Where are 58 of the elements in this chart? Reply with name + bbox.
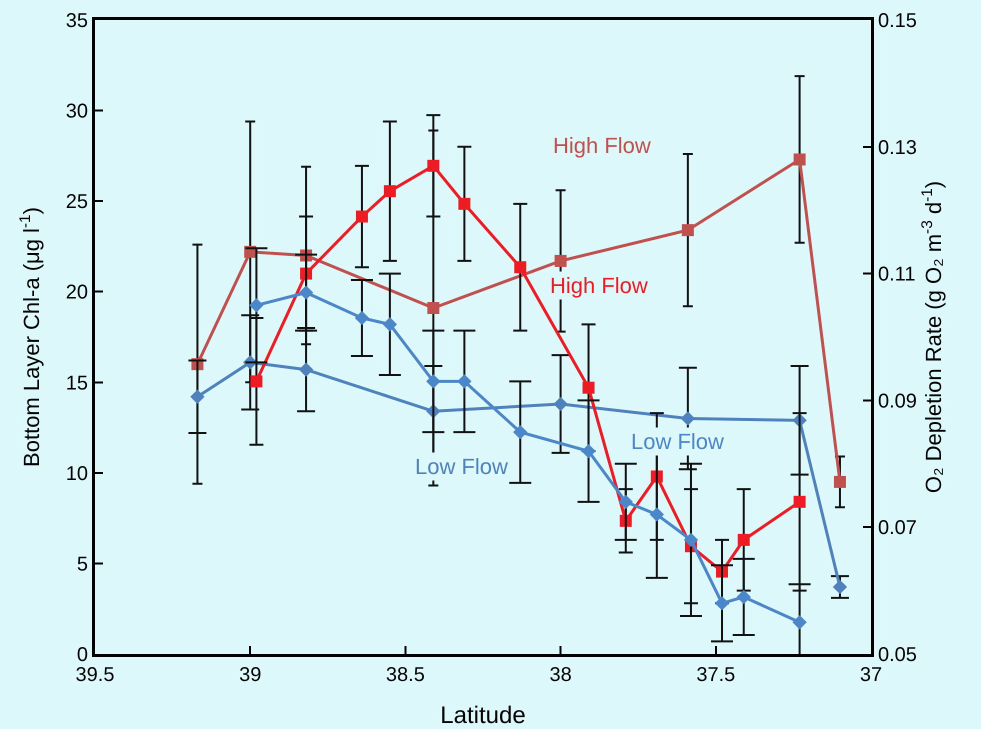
point: [832, 580, 848, 594]
x-tick-label: 39: [239, 664, 262, 686]
point: [382, 317, 398, 332]
point: [714, 596, 730, 610]
y2-tick-label: 0.13: [878, 136, 917, 159]
y-tick-label: 5: [76, 553, 88, 576]
x-axis-title: Latitude: [440, 702, 526, 729]
point: [298, 285, 314, 300]
y-tick-label: 10: [66, 462, 88, 485]
point: [794, 153, 806, 166]
point: [354, 310, 370, 326]
point: [834, 476, 846, 488]
y2-tick-label: 0.15: [878, 10, 917, 32]
point: [458, 198, 470, 210]
x-tick-label: 38: [549, 664, 572, 686]
x-tick-label: 39.5: [76, 664, 114, 686]
y-tick-label: 15: [66, 372, 88, 394]
y-tick-label: 20: [66, 282, 88, 304]
point: [249, 298, 264, 312]
point: [736, 590, 751, 604]
point: [427, 160, 440, 172]
point: [738, 534, 750, 546]
y-tick-label: 0: [76, 644, 88, 666]
y-tick-label: 35: [66, 10, 88, 32]
point: [554, 254, 567, 267]
y2-tick-label: 0.11: [878, 264, 916, 286]
point: [792, 615, 807, 630]
point: [680, 411, 696, 426]
y-tick-label: 30: [66, 100, 88, 123]
y-tick-label: 25: [66, 191, 88, 214]
point: [582, 382, 595, 394]
y2-tick-label: 0.05: [878, 644, 917, 666]
x-tick-label: 38.5: [386, 664, 425, 686]
y2-tick-label: 0.07: [878, 517, 917, 540]
point: [618, 494, 633, 509]
x-tick-label: 37: [860, 664, 882, 686]
y2-tick-label: 0.09: [878, 390, 917, 412]
series-label: Low Flow: [415, 454, 508, 479]
point: [384, 185, 396, 198]
point: [250, 375, 262, 388]
point: [457, 374, 472, 389]
point: [426, 374, 440, 389]
point: [513, 424, 528, 440]
point: [190, 390, 205, 404]
point: [682, 224, 694, 236]
point: [356, 210, 368, 223]
point: [581, 444, 596, 458]
point: [794, 496, 806, 508]
text: High Flow: [553, 133, 651, 158]
series-label: High Flow: [550, 273, 648, 298]
point: [427, 302, 440, 314]
point: [553, 396, 568, 412]
series-label: Low Flow: [631, 429, 724, 454]
point: [514, 261, 526, 274]
point: [650, 507, 664, 522]
x-tick-label: 37.5: [696, 664, 736, 686]
point: [298, 362, 314, 377]
point: [684, 532, 698, 548]
